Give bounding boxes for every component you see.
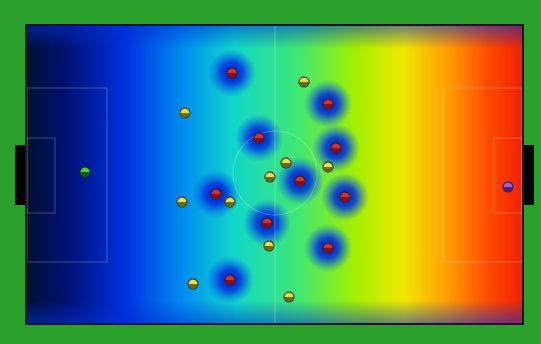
player bbox=[265, 172, 275, 182]
player bbox=[254, 133, 264, 143]
player bbox=[340, 192, 350, 202]
player bbox=[323, 243, 333, 253]
player bbox=[264, 241, 274, 251]
player bbox=[299, 77, 309, 87]
player bbox=[177, 197, 187, 207]
player bbox=[227, 68, 237, 78]
player bbox=[211, 189, 221, 199]
pitch-view bbox=[0, 0, 541, 344]
player bbox=[331, 143, 341, 153]
player bbox=[323, 99, 333, 109]
player bbox=[188, 279, 198, 289]
player bbox=[80, 167, 90, 177]
player bbox=[281, 158, 291, 168]
player bbox=[225, 275, 235, 285]
player bbox=[284, 292, 294, 302]
player bbox=[180, 108, 190, 118]
player bbox=[503, 182, 513, 192]
player bbox=[262, 218, 272, 228]
player bbox=[323, 162, 333, 172]
player bbox=[295, 176, 305, 186]
player bbox=[225, 197, 235, 207]
